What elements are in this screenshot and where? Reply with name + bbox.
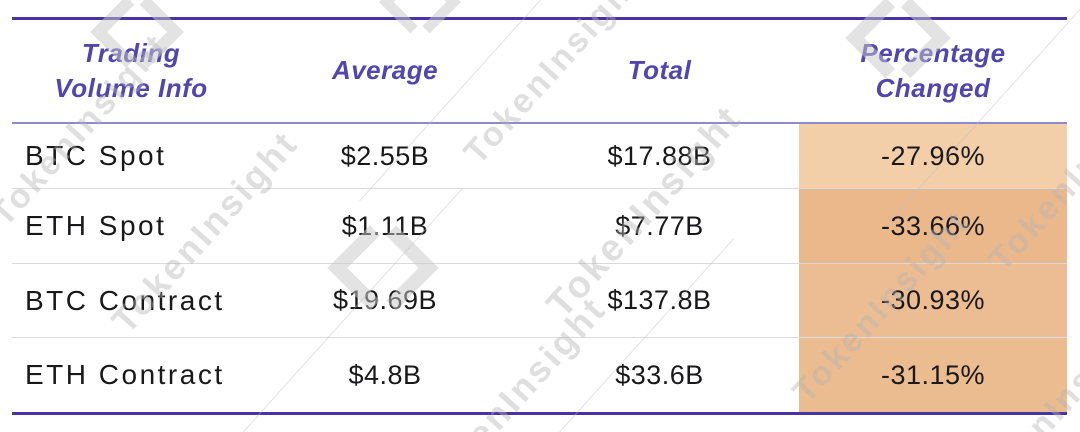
average-value: $2.55B xyxy=(340,140,430,171)
table-row-btc-contract: BTC Contract $19.69B $137.8B -30.93% xyxy=(12,263,1067,337)
table-header-row: Trading Volume Info Average Total Percen… xyxy=(12,20,1067,124)
percentage-changed-value: -30.93% xyxy=(799,264,1067,337)
total-value: $7.77B xyxy=(615,210,704,241)
header-percentage-changed: Percentage Changed xyxy=(860,37,1006,103)
table-row-eth-spot: ETH Spot $1.11B $7.77B -33.66% xyxy=(12,188,1067,263)
row-label: ETH Spot xyxy=(25,210,167,241)
percentage-changed-value: -27.96% xyxy=(799,124,1067,188)
average-value: $4.8B xyxy=(348,359,422,390)
trading-volume-table: Trading Volume Info Average Total Percen… xyxy=(12,17,1067,415)
row-label: ETH Contract xyxy=(25,359,225,390)
total-value: $33.6B xyxy=(615,359,704,390)
average-value: $19.69B xyxy=(332,285,438,315)
header-total: Total xyxy=(627,55,692,86)
average-value: $1.11B xyxy=(341,210,429,241)
row-label: BTC Spot xyxy=(25,140,167,171)
percentage-changed-value: -31.15% xyxy=(799,338,1067,412)
table-row-eth-contract: ETH Contract $4.8B $33.6B -31.15% xyxy=(12,337,1067,412)
header-average: Average xyxy=(331,55,439,86)
row-label: BTC Contract xyxy=(25,284,225,316)
total-value: $17.88B xyxy=(607,140,712,171)
percentage-changed-value: -33.66% xyxy=(799,189,1067,263)
header-trading-volume-info: Trading Volume Info xyxy=(54,37,208,103)
table-row-btc-spot: BTC Spot $2.55B $17.88B -27.96% xyxy=(12,124,1067,188)
total-value: $137.8B xyxy=(607,285,712,315)
